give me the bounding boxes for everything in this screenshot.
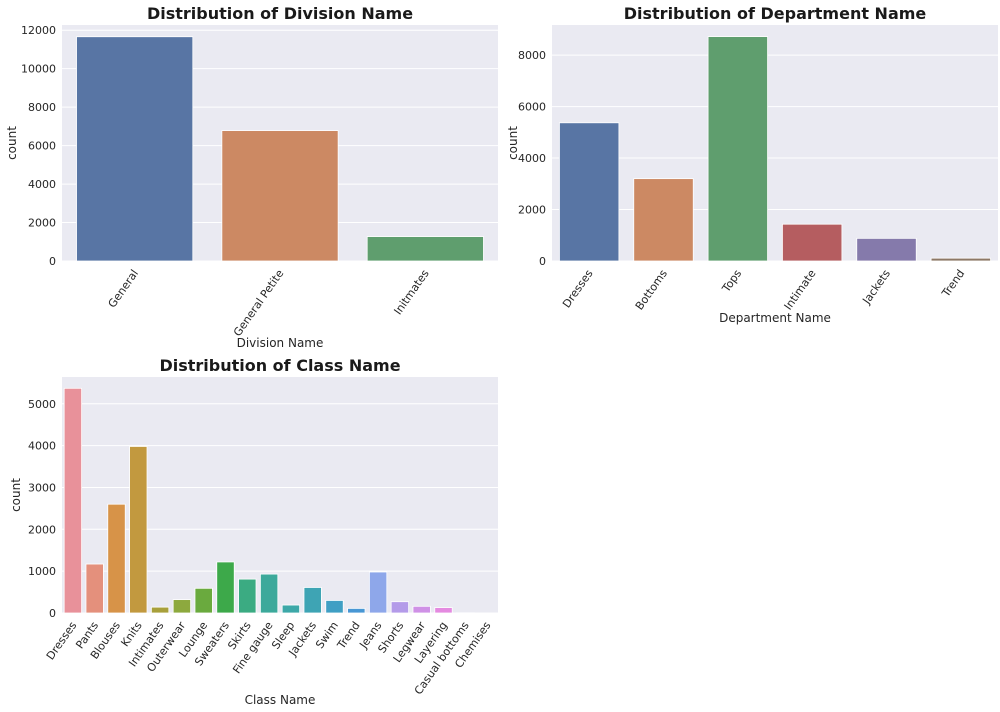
y-tick-label: 8000 (28, 101, 56, 114)
bar-intimates (150, 606, 170, 614)
y-tick-label: 5000 (28, 398, 56, 411)
y-tick-label: 0 (539, 255, 546, 268)
bar-jackets (856, 237, 917, 262)
y-tick-label: 12000 (21, 24, 56, 37)
x-tick-label: Intimate (782, 267, 819, 312)
bar-sweaters (216, 561, 235, 614)
x-tick-label: Dresses (44, 619, 80, 662)
y-tick-label: 0 (49, 607, 56, 620)
x-axis-label: Class Name (245, 693, 316, 707)
x-axis-label: Department Name (719, 311, 831, 325)
x-tick-labels: General General Petite Initmates (106, 267, 432, 339)
plot-background (62, 377, 498, 613)
y-tick-labels: 0 2000 4000 6000 8000 10000 12000 (21, 24, 56, 268)
bar-trend (930, 257, 991, 262)
bars (76, 36, 484, 262)
x-tick-label: General Petite (231, 267, 287, 339)
bar-pants (85, 563, 104, 614)
bar-fine-gauge (259, 573, 279, 614)
y-tick-labels: 0 2000 4000 6000 8000 (518, 49, 546, 268)
x-tick-label: Dresses (560, 267, 596, 310)
bar-shorts (390, 601, 410, 614)
y-tick-label: 10000 (21, 63, 56, 76)
x-tick-label: Initmates (391, 267, 432, 317)
x-tick-labels: Dresses Bottoms Tops Intimate Jackets Trend (560, 267, 967, 312)
bar-layering (434, 607, 453, 614)
plot-background (552, 25, 998, 261)
bar-knits (129, 446, 148, 614)
y-tick-label: 4000 (28, 178, 56, 191)
y-tick-label: 1000 (28, 565, 56, 578)
x-tick-labels: DressesPantsBlousesKnitsIntimatesOuterwe… (44, 619, 494, 697)
bar-dresses (63, 387, 83, 614)
bar-jeans (368, 571, 388, 614)
bar-sleep (281, 604, 301, 614)
bar-blouses (107, 503, 126, 614)
x-tick-label: General (106, 267, 142, 310)
x-axis-label: Division Name (237, 336, 324, 350)
bar-initmates (366, 236, 484, 262)
y-tick-label: 6000 (518, 101, 546, 114)
chart-title: Distribution of Department Name (624, 4, 927, 23)
bar-jackets (303, 587, 322, 614)
y-tick-labels: 0 1000 2000 3000 4000 5000 (28, 398, 56, 620)
chart-title: Distribution of Class Name (159, 356, 400, 375)
bars (63, 387, 497, 614)
class-chart: 0 1000 2000 3000 4000 5000 DressesPantsBlouse… (9, 356, 498, 707)
y-tick-label: 2000 (28, 523, 56, 536)
y-tick-label: 4000 (518, 152, 546, 165)
bar-bottoms (633, 178, 694, 262)
bar-skirts (238, 578, 257, 614)
bar-lounge (194, 587, 213, 614)
y-axis-label: count (506, 126, 520, 160)
y-tick-label: 3000 (28, 481, 56, 494)
bar-tops (707, 36, 768, 262)
x-tick-label: Jackets (859, 267, 893, 307)
bars (559, 36, 991, 262)
y-axis-label: count (5, 126, 19, 160)
bar-general-petite (221, 130, 339, 262)
bar-intimate (782, 223, 843, 262)
bar-dresses (559, 122, 620, 262)
y-tick-label: 8000 (518, 49, 546, 62)
y-tick-label: 6000 (28, 140, 56, 153)
y-tick-label: 2000 (28, 217, 56, 230)
y-tick-label: 4000 (28, 440, 56, 453)
bar-general (76, 36, 194, 262)
gridlines (552, 54, 998, 262)
x-tick-label: Tops (719, 267, 744, 295)
department-chart: 0 2000 4000 6000 8000 Dresses Bottoms Tops Inti… (506, 4, 998, 325)
y-tick-label: 0 (49, 255, 56, 268)
x-tick-label: Trend (334, 619, 362, 652)
x-tick-label: Trend (939, 267, 967, 300)
bar-outerwear (172, 599, 192, 614)
y-tick-label: 2000 (518, 204, 546, 217)
chart-title: Distribution of Division Name (147, 4, 413, 23)
x-tick-label: Bottoms (633, 267, 670, 312)
bar-legwear (412, 605, 431, 614)
y-axis-label: count (9, 478, 23, 512)
bar-trend (347, 607, 366, 614)
bar-swim (325, 600, 344, 614)
